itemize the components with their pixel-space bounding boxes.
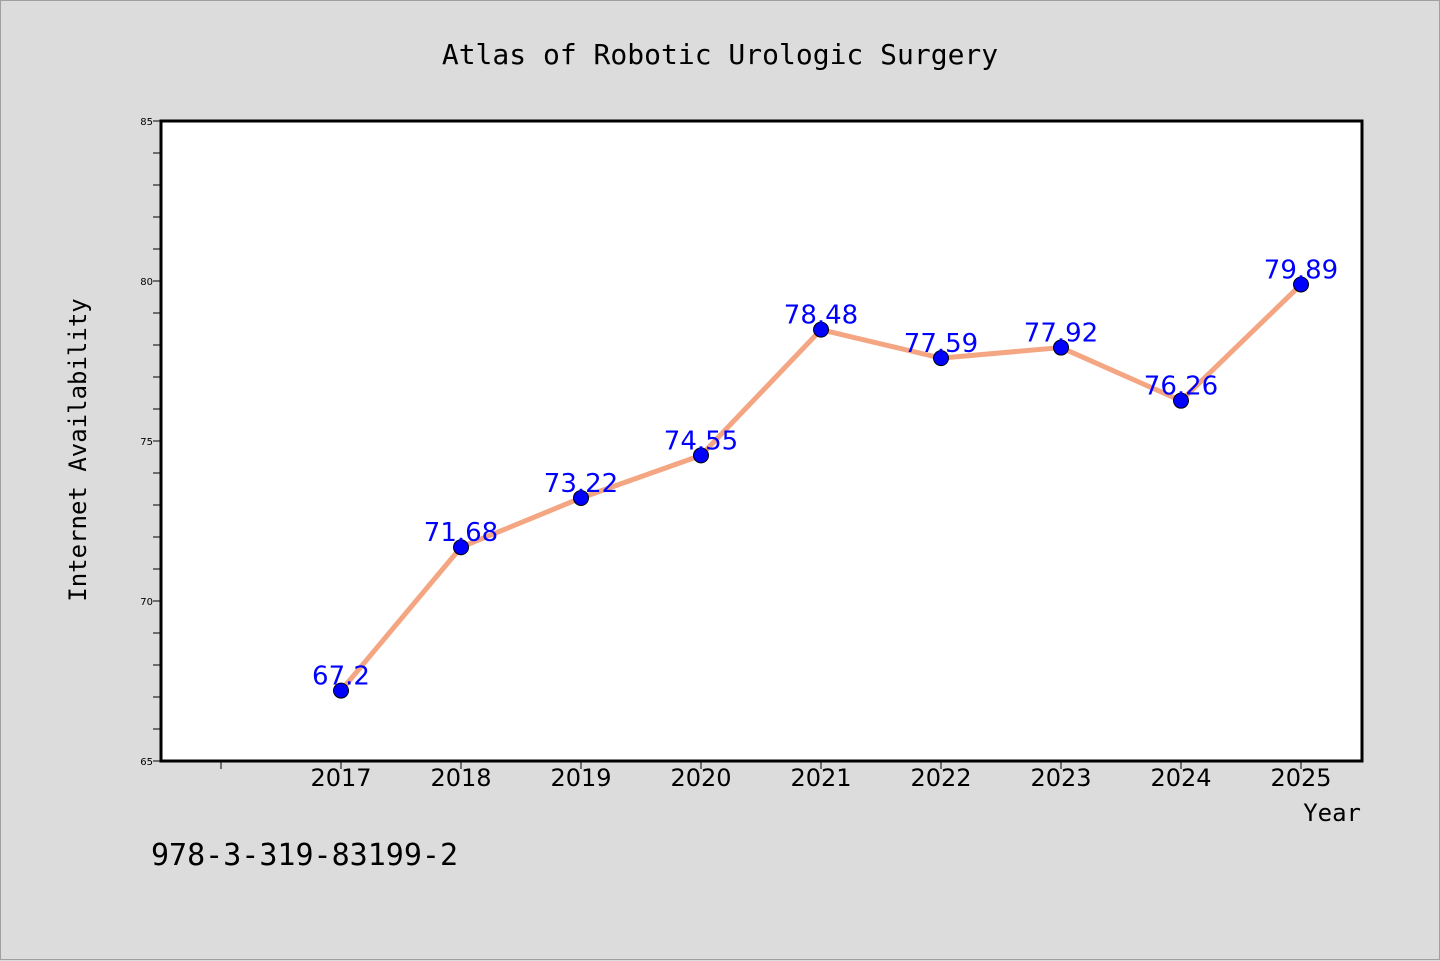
- x-axis-label: Year: [1303, 799, 1361, 827]
- plot-area: [159, 119, 1364, 763]
- data-label: 77.92: [1024, 319, 1098, 349]
- data-label: 78.48: [784, 301, 858, 331]
- chart-title: Atlas of Robotic Urologic Surgery: [442, 38, 998, 71]
- x-tick-label: 2022: [910, 764, 971, 792]
- x-tick-label: 2020: [670, 764, 731, 792]
- data-label: 67.2: [312, 662, 370, 692]
- data-point: [453, 539, 469, 556]
- x-tick-label: 2025: [1270, 764, 1331, 792]
- y-axis-ticks: 65 70 75 80 85: [140, 117, 161, 768]
- data-point: [1293, 276, 1309, 293]
- y-tick-label: 70: [140, 597, 153, 608]
- data-label: 79.89: [1264, 256, 1338, 286]
- data-point: [333, 682, 349, 699]
- y-axis-label: Internet Availability: [64, 298, 92, 601]
- x-tick-label: 2023: [1030, 764, 1091, 792]
- footnote-isbn: 978-3-319-83199-2: [151, 838, 458, 873]
- x-tick-label: 2024: [1150, 764, 1211, 792]
- data-label: 73.22: [544, 469, 618, 499]
- data-point: [1053, 339, 1069, 356]
- x-tick-label: 2018: [430, 764, 491, 792]
- x-tick-label: 2017: [310, 764, 371, 792]
- data-label: 71.68: [424, 518, 498, 548]
- y-tick-label: 75: [140, 437, 153, 448]
- y-tick-label: 65: [140, 757, 153, 768]
- data-point: [573, 489, 589, 506]
- y-tick-label: 80: [140, 277, 153, 288]
- data-label: 77.59: [904, 329, 978, 359]
- data-point: [813, 321, 829, 338]
- series-layer: 67.2 71.68 73.22 74.55 78.48 77.59 77.92 76.26 7…: [312, 256, 1338, 699]
- y-tick-label: 85: [140, 117, 153, 128]
- x-axis-ticks: 2017 2018 2019 2020 2021 2022 2023 2024 2025: [220, 761, 1332, 792]
- data-label: 74.55: [664, 426, 738, 456]
- data-point: [1173, 392, 1189, 409]
- x-tick-label: 2021: [790, 764, 851, 792]
- data-label: 76.26: [1144, 372, 1218, 402]
- x-tick-label: 2019: [550, 764, 611, 792]
- data-point: [693, 447, 709, 464]
- data-point: [933, 350, 949, 367]
